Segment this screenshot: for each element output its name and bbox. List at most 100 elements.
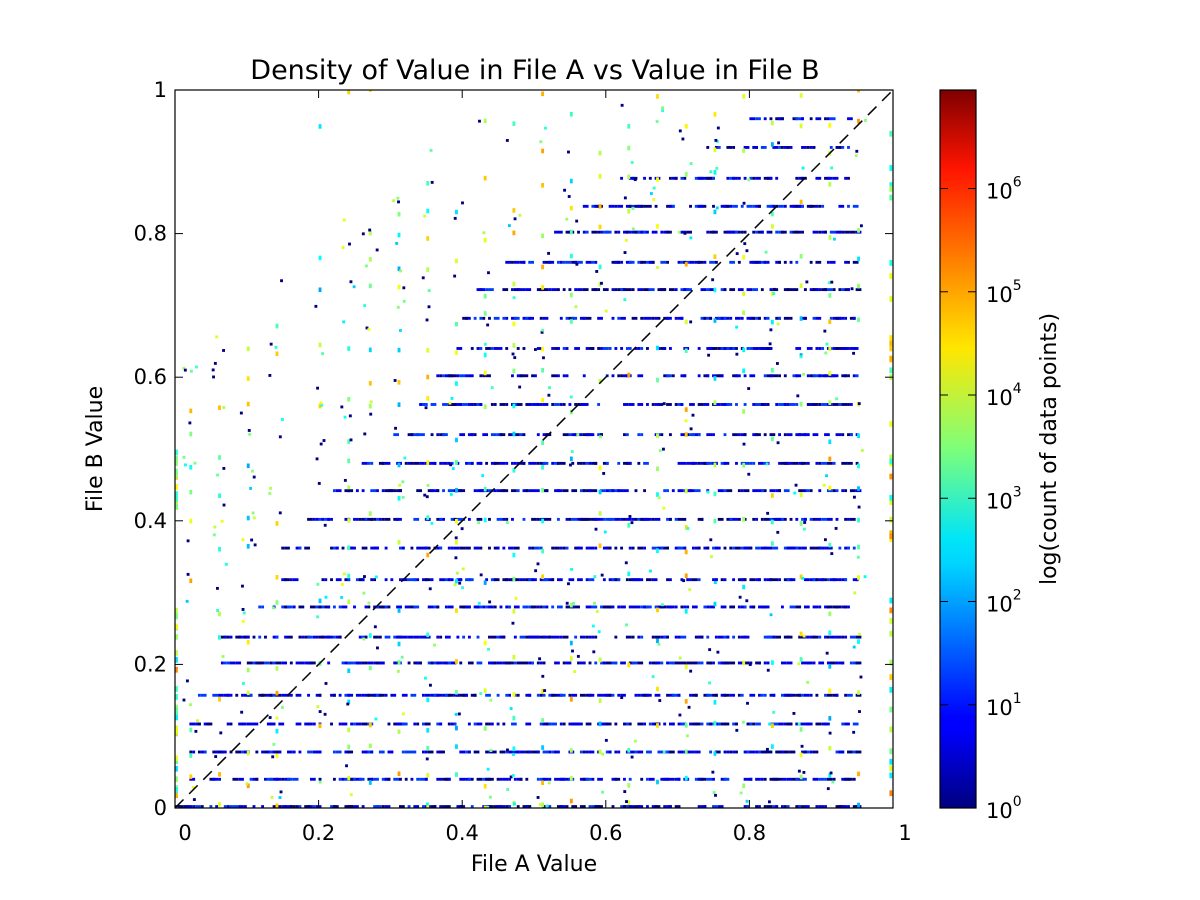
heatmap-cell [426,348,430,353]
heatmap-cell [789,260,793,264]
heatmap-cell [307,805,310,808]
heatmap-cell [183,368,187,372]
heatmap-cell [511,774,515,777]
heatmap-cell [427,489,434,493]
heatmap-cell [585,230,589,234]
heatmap-cell [218,493,221,499]
heatmap-cell [455,772,458,777]
heatmap-cell [815,260,822,264]
heatmap-cell [556,288,560,292]
heatmap-cell [625,578,629,582]
heatmap-cell [487,271,490,275]
heatmap-cell [241,682,245,685]
heatmap-cell [350,546,356,550]
heatmap-cell [545,316,549,320]
heatmap-cell [786,661,793,665]
heatmap-cell [889,335,893,341]
heatmap-cell [712,777,715,781]
heatmap-cell [298,805,302,808]
y-tick-label: 0 [154,796,167,820]
heatmap-cell [397,641,401,647]
heatmap-cell [824,433,830,437]
heatmap-cell [419,661,422,665]
heatmap-cell [857,486,860,491]
heatmap-cell [765,747,769,751]
heatmap-cell [835,693,839,697]
heatmap-cell [275,690,279,696]
heatmap-cell [499,777,503,781]
heatmap-cell [889,165,893,171]
heatmap-cell [700,661,704,665]
heatmap-cell [540,330,544,334]
heatmap-cell [189,408,193,414]
heatmap-cell [454,536,458,540]
heatmap-cell [729,517,733,521]
heatmap-cell [502,722,506,726]
y-axis-label: File B Value [83,386,108,512]
heatmap-cell [706,777,713,781]
heatmap-cell [246,376,250,381]
heatmap-cell [732,546,736,550]
heatmap-cell [477,601,481,605]
heatmap-cell [542,693,546,697]
heatmap-cell [278,435,282,439]
heatmap-cell [551,693,557,697]
heatmap-cell [789,403,796,406]
heatmap-cell [809,750,813,754]
heatmap-cell [569,292,573,298]
heatmap-cell [424,406,428,410]
heatmap-cell [803,316,807,320]
heatmap-cell [780,777,787,781]
heatmap-cell [269,693,273,697]
heatmap-cell [742,254,746,260]
heatmap-cell [841,489,845,493]
heatmap-cell [467,605,471,609]
heatmap-cell [442,805,445,808]
heatmap-cell [611,204,615,208]
heatmap-cell [554,546,560,550]
heatmap-cell [803,288,807,292]
heatmap-cell [847,750,853,754]
heatmap-cell [502,635,506,639]
heatmap-cell [387,805,391,808]
heatmap-cell [657,403,661,406]
heatmap-cell [798,546,802,550]
heatmap-cell [570,567,573,571]
heatmap-cell [433,805,437,808]
heatmap-cell [247,429,251,432]
heatmap-cell [769,578,773,582]
heatmap-cell [364,605,368,609]
heatmap-cell [368,511,372,516]
heatmap-cell [828,371,832,376]
heatmap-cell [735,230,738,234]
heatmap-cell [175,758,178,764]
heatmap-cell [512,121,516,126]
heatmap-cell [742,409,746,414]
heatmap-cell [542,635,546,639]
heatmap-cell [347,727,351,733]
heatmap-cell [637,661,644,665]
heatmap-cell [531,374,534,378]
heatmap-cell [594,661,598,665]
heatmap-cell [275,750,282,754]
heatmap-cell [798,693,802,697]
heatmap-cell [284,635,288,639]
heatmap-cell [413,722,417,726]
heatmap-cell [439,374,443,378]
heatmap-cell [628,722,632,726]
heatmap-cell [680,176,684,180]
heatmap-cell [709,170,713,174]
heatmap-cell [829,146,833,149]
heatmap-cell [551,403,555,406]
heatmap-cell [824,805,827,808]
heatmap-cell [189,703,192,707]
heatmap-cell [347,485,351,491]
heatmap-cell [442,374,445,378]
heatmap-cell [608,204,612,208]
heatmap-cell [364,461,368,465]
heatmap-cell [368,230,372,236]
heatmap-cell [828,810,831,815]
heatmap-cell [502,578,509,582]
heatmap-cell [651,578,658,582]
heatmap-cell [828,688,832,694]
